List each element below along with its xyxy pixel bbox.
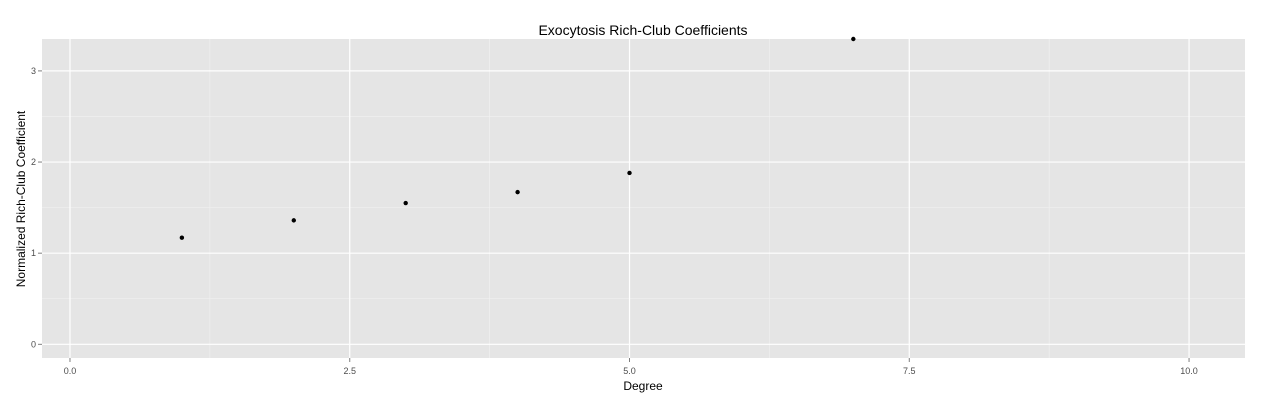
x-tick-label: 10.0	[1180, 366, 1198, 376]
x-axis-label: Degree	[623, 379, 663, 393]
data-point	[851, 36, 856, 42]
data-point	[515, 189, 520, 195]
y-axis-label: Normalized Rich-Club Coefficient	[14, 110, 28, 287]
y-tick-label: 2	[31, 157, 36, 167]
y-tick-label: 0	[31, 339, 36, 349]
data-points	[179, 36, 856, 240]
plot-panel	[42, 39, 1245, 358]
data-point	[627, 170, 632, 176]
chart-title: Exocytosis Rich-Club Coefficients	[538, 22, 747, 38]
minor-gridlines	[42, 39, 1245, 358]
data-point	[179, 235, 185, 240]
y-axis-ticks: 0 1 2 3	[31, 66, 42, 349]
y-tick-label: 1	[31, 248, 36, 258]
x-tick-label: 2.5	[343, 366, 356, 376]
data-point	[403, 200, 408, 206]
major-gridlines	[42, 39, 1245, 358]
x-axis-ticks: 0.0 2.5 5.0 7.5 10.0	[64, 358, 1198, 376]
data-point	[291, 218, 296, 223]
x-tick-label: 7.5	[903, 366, 916, 376]
x-tick-label: 0.0	[64, 366, 77, 376]
x-tick-label: 5.0	[623, 366, 636, 376]
y-tick-label: 3	[31, 66, 36, 76]
